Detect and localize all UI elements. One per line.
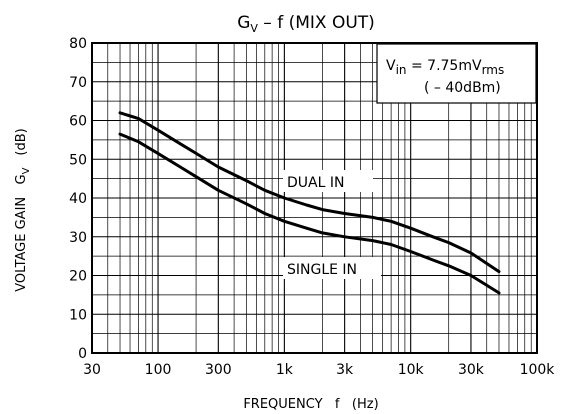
y-tick-labels: 0 10 20 30 40 50 60 70 80 xyxy=(69,36,87,362)
series-line-dual-in xyxy=(118,111,501,274)
y-tick-label: 10 xyxy=(69,307,87,323)
vin-annotation-box xyxy=(376,43,537,104)
vin-rms-sub: rms xyxy=(482,63,505,77)
x-tick-labels: 30 100 300 1k 3k 10k 30k 100k xyxy=(83,362,555,378)
single-in-label-bg xyxy=(283,257,381,279)
x-tick-label: 300 xyxy=(205,362,232,378)
dual-in-label: DUAL IN xyxy=(287,175,344,191)
vin-eq: = 7.75mV xyxy=(407,58,482,74)
vin-line-1: Vin = 7.75mVrms xyxy=(386,58,504,77)
y-tick-label: 0 xyxy=(78,346,87,362)
series-line-single-in xyxy=(118,132,501,295)
x-axis-label: FREQUENCY f (Hz) xyxy=(243,397,378,412)
y-tick-label: 50 xyxy=(69,152,87,168)
y-tick-label: 70 xyxy=(69,75,87,91)
title-g: G xyxy=(237,13,250,33)
chart-title: GV – f (MIX OUT) xyxy=(237,13,375,35)
x-tick-label: 100k xyxy=(520,362,556,378)
vin-line-2: ( – 40dBm) xyxy=(424,80,501,96)
single-in-label: SINGLE IN xyxy=(287,262,357,278)
vin-annotation: Vin = 7.75mVrms ( – 40dBm) xyxy=(376,43,537,104)
y-tick-label: 60 xyxy=(69,114,87,130)
plot-frame xyxy=(91,42,538,354)
vin-v: V xyxy=(386,58,396,74)
x-tick-label: 30k xyxy=(458,362,485,378)
dual-in-label-bg xyxy=(283,170,373,192)
x-tick-label: 10k xyxy=(398,362,425,378)
vin-v-sub: in xyxy=(396,63,407,77)
y-tick-label: 30 xyxy=(69,230,87,246)
y-label-main: VOLTAGE GAIN G xyxy=(14,174,29,291)
y-tick-label: 40 xyxy=(69,191,87,207)
y-tick-label: 80 xyxy=(69,36,87,52)
y-label-unit: (dB) xyxy=(14,128,29,155)
title-rest: – f (MIX OUT) xyxy=(258,13,375,33)
x-tick-label: 1k xyxy=(276,362,294,378)
title-g-sub: V xyxy=(250,22,258,35)
x-tick-label: 3k xyxy=(336,362,354,378)
y-axis-label: VOLTAGE GAIN GV (dB) xyxy=(14,128,32,292)
x-tick-label: 100 xyxy=(145,362,172,378)
x-tick-label: 30 xyxy=(83,362,101,378)
y-axis-label-group: VOLTAGE GAIN GV (dB) xyxy=(14,128,32,292)
y-label-sub: V xyxy=(21,167,32,174)
series-layer xyxy=(118,111,501,295)
y-tick-label: 20 xyxy=(69,269,87,285)
